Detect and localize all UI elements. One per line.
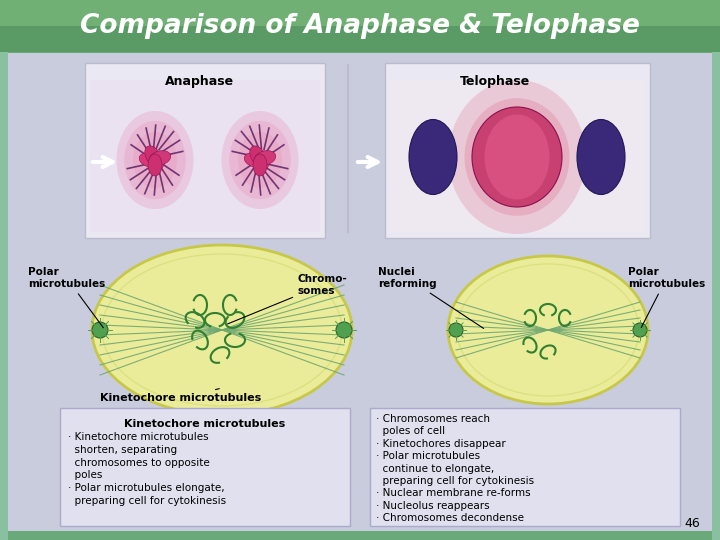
Ellipse shape [244,153,266,167]
Ellipse shape [449,80,586,234]
Text: 46: 46 [684,517,700,530]
Text: · Kinetochore microtubules
  shorten, separating
  chromosomes to opposite
  pol: · Kinetochore microtubules shorten, sepa… [68,432,226,506]
Ellipse shape [222,111,299,209]
Ellipse shape [229,121,291,199]
Ellipse shape [92,245,352,415]
Ellipse shape [633,323,647,337]
Ellipse shape [336,322,352,338]
Text: Telophase: Telophase [460,75,530,88]
Bar [85,63,325,238]
Bar [390,80,645,232]
Ellipse shape [145,146,161,166]
Text: Nuclei
reforming: Nuclei reforming [378,267,484,328]
Ellipse shape [124,121,186,199]
Text: Polar
microtubules: Polar microtubules [28,267,105,328]
Ellipse shape [149,151,171,165]
Ellipse shape [577,119,625,194]
Ellipse shape [254,151,276,165]
Bar [0,0,720,26]
Ellipse shape [238,132,282,188]
Ellipse shape [139,153,161,167]
Ellipse shape [250,146,266,166]
Ellipse shape [449,323,463,337]
Ellipse shape [133,132,177,188]
Text: Anaphase: Anaphase [165,75,234,88]
Text: Comparison of Anaphase & Telophase: Comparison of Anaphase & Telophase [80,13,640,39]
Ellipse shape [253,154,267,176]
Ellipse shape [117,111,194,209]
Bar [60,408,350,526]
Ellipse shape [149,153,165,173]
Ellipse shape [480,115,554,199]
Text: Polar
microtubules: Polar microtubules [628,267,706,328]
Bar [8,53,712,531]
Ellipse shape [472,107,562,207]
Ellipse shape [409,119,457,194]
Ellipse shape [464,98,570,216]
Ellipse shape [92,322,108,338]
Text: Kinetochore microtubules: Kinetochore microtubules [100,389,261,403]
Text: Kinetochore microtubules: Kinetochore microtubules [125,419,286,429]
Bar [90,80,320,232]
Bar [0,52,8,540]
Ellipse shape [148,154,162,176]
Ellipse shape [448,256,648,404]
Ellipse shape [254,153,270,173]
Text: · Chromosomes reach
  poles of cell
· Kinetochores disappear
· Polar microtubule: · Chromosomes reach poles of cell · Kine… [376,414,534,523]
Text: Chromo-
somes: Chromo- somes [228,274,348,324]
Bar [712,52,720,540]
Bar [370,408,680,526]
Bar [0,0,720,52]
Bar [385,63,650,238]
Ellipse shape [485,114,549,199]
